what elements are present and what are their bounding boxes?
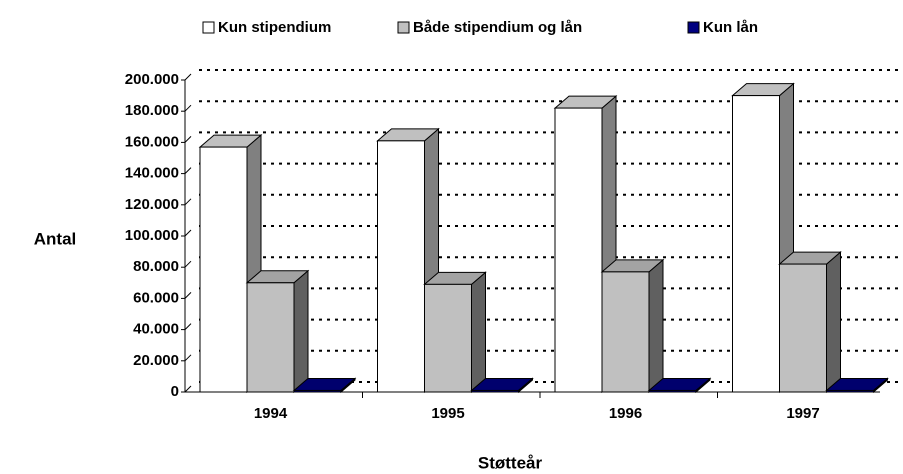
bar bbox=[600, 258, 665, 394]
bar-front bbox=[554, 107, 603, 393]
bar bbox=[647, 377, 712, 394]
x-axis-title: Støtteår bbox=[478, 453, 543, 472]
bar-side bbox=[826, 250, 841, 394]
bar bbox=[423, 271, 487, 394]
bar bbox=[245, 269, 310, 394]
bar-front bbox=[648, 389, 697, 393]
bar-front bbox=[293, 389, 342, 393]
y-tick-depth bbox=[184, 292, 192, 299]
x-tick-label: 1994 bbox=[254, 405, 288, 422]
bar-side bbox=[471, 271, 486, 394]
legend-label: Både stipendium og lån bbox=[413, 19, 582, 36]
y-axis-title: Antal bbox=[34, 229, 77, 248]
legend-swatch bbox=[397, 21, 410, 34]
bar-front bbox=[779, 263, 827, 393]
bar-side bbox=[648, 258, 664, 394]
x-tick-label: 1995 bbox=[431, 405, 464, 422]
bar-front bbox=[732, 95, 780, 393]
y-tick-label: 120.000 bbox=[125, 196, 179, 213]
y-tick-depth bbox=[184, 385, 192, 393]
x-tick-label: 1997 bbox=[786, 405, 819, 422]
y-tick-label: 160.000 bbox=[125, 133, 179, 150]
x-tick-label: 1996 bbox=[609, 405, 642, 422]
y-tick-depth bbox=[184, 167, 192, 174]
y-tick-depth bbox=[184, 260, 192, 268]
bar bbox=[470, 377, 534, 394]
y-tick-label: 0 bbox=[171, 383, 179, 400]
y-tick-label: 140.000 bbox=[125, 165, 179, 182]
y-tick-label: 180.000 bbox=[125, 102, 179, 119]
bar-front bbox=[601, 271, 650, 393]
y-tick-label: 200.000 bbox=[125, 71, 179, 88]
bar-side bbox=[293, 269, 309, 394]
legend-label: Kun stipendium bbox=[218, 19, 331, 36]
y-tick-label: 20.000 bbox=[133, 352, 179, 369]
y-tick-depth bbox=[184, 104, 192, 112]
y-tick-depth bbox=[184, 73, 192, 81]
y-tick-depth bbox=[184, 323, 192, 330]
y-tick-depth bbox=[184, 198, 192, 206]
bar bbox=[778, 250, 842, 394]
legend-label: Kun lån bbox=[703, 19, 758, 36]
legend-swatch bbox=[687, 21, 700, 34]
y-tick-depth bbox=[184, 354, 192, 362]
bar-front bbox=[424, 283, 472, 393]
bar bbox=[825, 377, 889, 394]
bar-front bbox=[199, 146, 248, 393]
y-tick-label: 80.000 bbox=[133, 258, 179, 275]
bar bbox=[292, 377, 357, 394]
bar-front bbox=[471, 389, 519, 393]
y-tick-label: 60.000 bbox=[133, 289, 179, 306]
y-tick-depth bbox=[184, 136, 192, 143]
y-tick-depth bbox=[184, 229, 192, 237]
y-tick-label: 100.000 bbox=[125, 227, 179, 244]
bar-front bbox=[377, 140, 425, 393]
bar-front bbox=[246, 282, 295, 393]
y-tick-label: 40.000 bbox=[133, 321, 179, 338]
bar-front bbox=[826, 389, 874, 393]
legend-swatch bbox=[202, 21, 215, 34]
